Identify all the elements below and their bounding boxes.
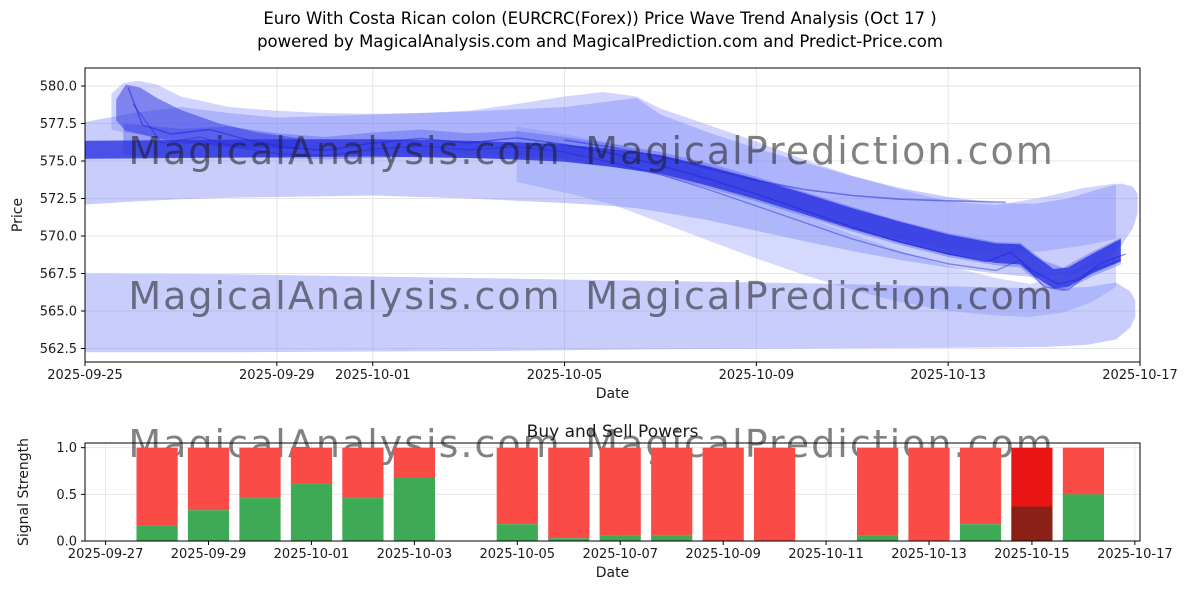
title-line1: Euro With Costa Rican colon (EURCRC(Fore… <box>263 9 937 28</box>
svg-text:572.5: 572.5 <box>40 192 77 207</box>
buy-bar-segment <box>187 510 230 541</box>
trend-line-1 <box>127 87 1126 285</box>
dark-left-blob <box>116 84 301 149</box>
buy-bar-segment <box>342 498 384 541</box>
price-axis-labels: 562.5 565.0 567.5 570.0 572.5 575.0 577.5 580.0… <box>40 80 1178 384</box>
buy-bar-segment <box>393 477 435 541</box>
svg-text:2025-10-09: 2025-10-09 <box>719 368 795 383</box>
watermark-analysis-1: MagicalAnalysis.com <box>128 274 561 318</box>
svg-text:2025-10-13: 2025-10-13 <box>891 547 967 562</box>
special-sell-bottom-segment <box>1011 506 1053 541</box>
svg-text:2025-10-01: 2025-10-01 <box>274 547 350 562</box>
sell-bar-segment <box>959 447 1002 525</box>
sell-bar-segment <box>702 447 744 541</box>
price-bands <box>85 80 1138 353</box>
lower-band <box>85 273 1136 353</box>
power-chart-title: Buy and Sell Powers <box>527 422 699 442</box>
sell-bar-segment <box>187 447 230 511</box>
power-xlabel: Date <box>596 565 629 581</box>
sell-bar-segment <box>548 447 590 539</box>
svg-text:1.0: 1.0 <box>56 441 77 456</box>
buy-bar-segment <box>1062 494 1104 541</box>
svg-text:2025-09-25: 2025-09-25 <box>47 368 123 383</box>
svg-text:2025-10-03: 2025-10-03 <box>377 547 453 562</box>
figure-title: Euro With Costa Rican colon (EURCRC(Fore… <box>0 7 1200 53</box>
watermark-prediction-1: MagicalPrediction.com <box>585 274 1055 318</box>
dark-strip-band <box>85 139 1121 289</box>
svg-text:2025-10-17: 2025-10-17 <box>1097 547 1173 562</box>
title-line2: powered by MagicalAnalysis.com and Magic… <box>257 32 943 51</box>
buy-bar-segment <box>857 535 899 541</box>
svg-text:2025-10-13: 2025-10-13 <box>910 368 986 383</box>
buy-bar-segment <box>136 525 178 541</box>
svg-text:567.5: 567.5 <box>40 267 77 282</box>
buy-bar-segment <box>599 535 641 541</box>
sell-bar-segment <box>1062 447 1104 495</box>
sell-bar-segment <box>857 447 899 536</box>
buy-bar-segment <box>548 538 590 541</box>
sell-bar-segment <box>342 447 384 499</box>
svg-text:565.0: 565.0 <box>40 305 77 320</box>
price-chart: MagicalAnalysis.com MagicalPrediction.com… <box>10 67 1178 402</box>
svg-text:2025-10-15: 2025-10-15 <box>994 547 1070 562</box>
buy-bar-segment <box>239 498 281 541</box>
price-xlabel: Date <box>596 386 629 402</box>
svg-text:570.0: 570.0 <box>40 230 77 245</box>
svg-text:0.0: 0.0 <box>56 535 77 550</box>
sell-bar-segment <box>908 447 950 541</box>
svg-text:580.0: 580.0 <box>40 80 77 95</box>
power-ylabel: Signal Strength <box>16 438 32 546</box>
power-chart: MagicalAnalysis.com MagicalPrediction.com… <box>16 422 1173 581</box>
buy-bar-segment <box>959 524 1002 541</box>
svg-text:2025-10-11: 2025-10-11 <box>788 547 864 562</box>
buy-bar-segment <box>496 524 538 541</box>
svg-text:562.5: 562.5 <box>40 342 77 357</box>
svg-text:2025-10-05: 2025-10-05 <box>527 368 603 383</box>
sell-bar-segment <box>599 447 641 536</box>
svg-text:0.5: 0.5 <box>56 488 77 503</box>
svg-text:577.5: 577.5 <box>40 117 77 132</box>
price-plot-frame <box>84 67 1141 363</box>
power-plot-frame <box>84 442 1141 542</box>
svg-text:2025-10-17: 2025-10-17 <box>1102 368 1178 383</box>
power-bars <box>136 447 1104 541</box>
svg-text:575.0: 575.0 <box>40 155 77 170</box>
svg-text:2025-10-09: 2025-10-09 <box>685 547 761 562</box>
sell-bar-segment <box>754 447 796 541</box>
svg-text:2025-09-27: 2025-09-27 <box>68 547 144 562</box>
trend-line-3 <box>564 139 1006 204</box>
svg-text:2025-10-07: 2025-10-07 <box>582 547 658 562</box>
svg-text:2025-10-01: 2025-10-01 <box>335 368 411 383</box>
watermark-prediction-0: MagicalPrediction.com <box>585 129 1055 173</box>
sell-bar-segment <box>651 447 693 536</box>
sell-bar-segment <box>136 447 178 526</box>
buy-bar-segment <box>651 535 693 541</box>
svg-text:2025-10-05: 2025-10-05 <box>480 547 556 562</box>
watermark-analysis-0: MagicalAnalysis.com <box>128 129 561 173</box>
sell-bar-segment <box>239 447 281 499</box>
buy-bar-segment <box>290 483 333 541</box>
svg-text:2025-09-29: 2025-09-29 <box>171 547 247 562</box>
power-axis-labels: 0.0 0.5 1.0 2025-09-27 2025-09-29 2025-10-01 2… <box>56 441 1172 562</box>
special-sell-top-segment <box>1011 447 1053 507</box>
price-ylabel: Price <box>10 198 26 232</box>
sell-bar-segment <box>496 447 538 525</box>
top-blob-band <box>111 80 1116 255</box>
svg-text:2025-09-29: 2025-09-29 <box>239 368 315 383</box>
sell-bar-segment <box>393 447 435 478</box>
sell-bar-segment <box>290 447 333 484</box>
trend-line-2 <box>132 103 1122 291</box>
